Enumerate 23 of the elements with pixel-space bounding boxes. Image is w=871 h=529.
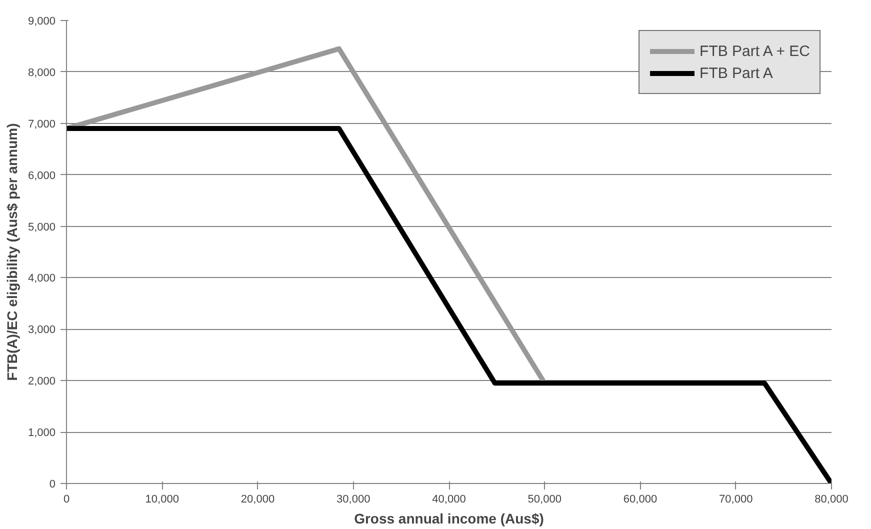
x-tick-label: 20,000 xyxy=(240,494,275,506)
y-tick-label: 0 xyxy=(49,478,56,490)
y-tick-label: 2,000 xyxy=(28,376,56,388)
x-tick-label: 0 xyxy=(63,494,70,506)
legend-label: FTB Part A + EC xyxy=(700,42,810,60)
y-tick-label: 7,000 xyxy=(28,118,56,130)
y-tick-label: 8,000 xyxy=(28,66,56,79)
x-tick-label: 80,000 xyxy=(814,494,848,506)
y-tick-label: 5,000 xyxy=(28,221,56,234)
x-tick-label: 10,000 xyxy=(145,494,179,506)
x-tick-label: 60,000 xyxy=(623,494,658,506)
x-tick-label: 30,000 xyxy=(336,494,370,506)
x-axis-title: Gross annual income (Aus$) xyxy=(354,510,544,526)
x-tick-label: 40,000 xyxy=(432,494,466,506)
y-tick-label: 3,000 xyxy=(28,324,56,336)
legend-label: FTB Part A xyxy=(700,64,773,82)
y-tick-label: 1,000 xyxy=(28,427,56,440)
y-axis-title: FTB(A)/EC eligibility (Aus$ per annum) xyxy=(4,123,20,381)
y-tick-label: 6,000 xyxy=(28,170,56,182)
x-tick-label: 70,000 xyxy=(719,494,753,506)
y-tick-label: 4,000 xyxy=(28,272,56,285)
y-tick-label: 9,000 xyxy=(28,16,56,28)
x-tick-label: 50,000 xyxy=(528,494,562,506)
